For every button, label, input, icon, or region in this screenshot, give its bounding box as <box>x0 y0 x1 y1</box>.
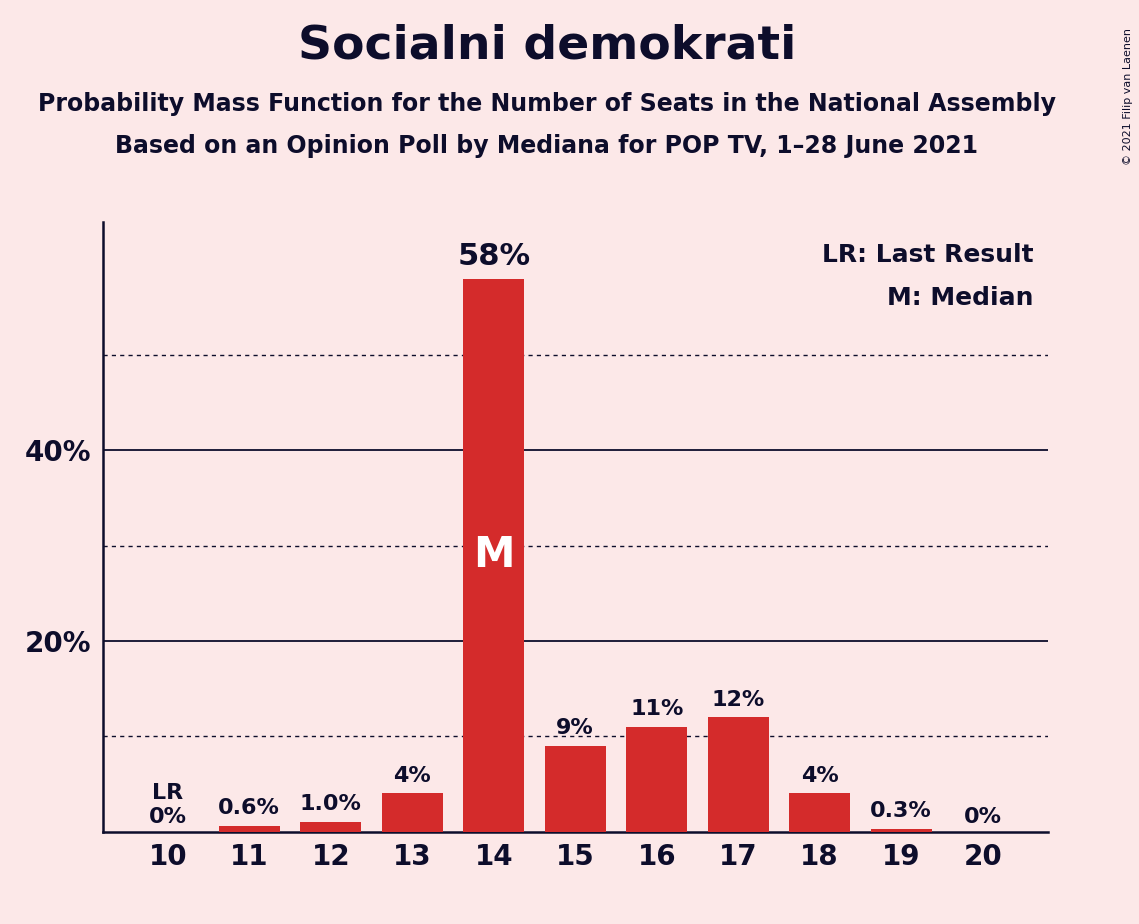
Bar <box>544 746 606 832</box>
Text: 9%: 9% <box>556 718 595 738</box>
Bar <box>301 822 361 832</box>
Text: 0.6%: 0.6% <box>219 798 280 819</box>
Text: 0.3%: 0.3% <box>870 801 932 821</box>
Text: © 2021 Filip van Laenen: © 2021 Filip van Laenen <box>1123 28 1133 164</box>
Bar <box>382 794 443 832</box>
Bar <box>870 829 932 832</box>
Text: 4%: 4% <box>393 766 431 785</box>
Text: LR: LR <box>153 783 183 803</box>
Text: 4%: 4% <box>801 766 838 785</box>
Text: M: Median: M: Median <box>887 286 1034 310</box>
Bar <box>626 727 687 832</box>
Text: 1.0%: 1.0% <box>300 795 362 814</box>
Text: 11%: 11% <box>630 699 683 719</box>
Text: 0%: 0% <box>149 807 187 827</box>
Text: 58%: 58% <box>457 242 531 272</box>
Text: M: M <box>473 534 515 577</box>
Bar <box>464 279 524 832</box>
Text: Probability Mass Function for the Number of Seats in the National Assembly: Probability Mass Function for the Number… <box>38 92 1056 116</box>
Text: 0%: 0% <box>964 807 1001 827</box>
Bar <box>789 794 850 832</box>
Text: 12%: 12% <box>712 689 764 710</box>
Bar <box>707 717 769 832</box>
Text: LR: Last Result: LR: Last Result <box>822 243 1034 267</box>
Bar <box>219 826 280 832</box>
Text: Socialni demokrati: Socialni demokrati <box>297 23 796 68</box>
Text: Based on an Opinion Poll by Mediana for POP TV, 1–28 June 2021: Based on an Opinion Poll by Mediana for … <box>115 134 978 158</box>
